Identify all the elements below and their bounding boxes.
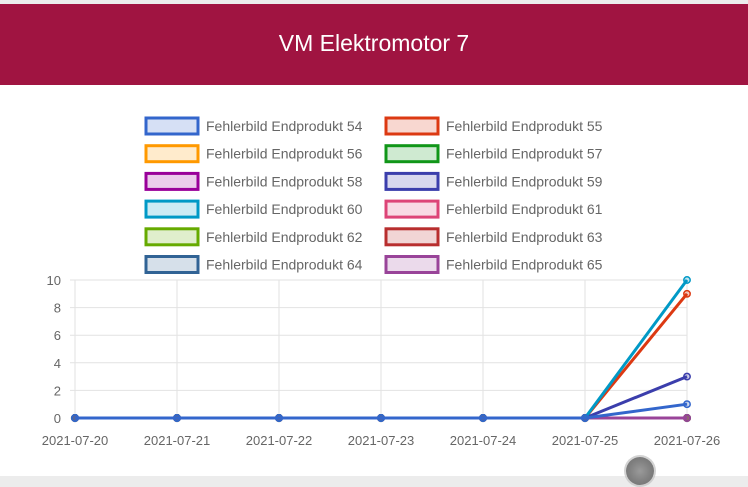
data-point xyxy=(581,414,589,422)
legend-item[interactable]: Fehlerbild Endprodukt 60 xyxy=(144,199,363,219)
y-tick-label: 0 xyxy=(54,411,61,426)
data-point xyxy=(275,414,283,422)
data-point xyxy=(683,289,691,298)
y-tick-label: 6 xyxy=(54,328,61,343)
data-point xyxy=(683,414,691,422)
data-point xyxy=(683,276,691,284)
y-tick-label: 4 xyxy=(54,356,61,371)
chart-axes: 0 2 4 6 8 10 2021-07-20 2021-07-21 2021-07-22 202… xyxy=(42,273,721,448)
data-point xyxy=(377,414,385,422)
chart-card: VM Elektromotor 7 xyxy=(0,4,748,476)
data-point xyxy=(683,372,691,381)
legend-swatch xyxy=(144,227,200,247)
x-tick-label: 2021-07-21 xyxy=(144,433,211,448)
y-tick-label: 2 xyxy=(54,383,61,398)
data-point xyxy=(71,414,79,422)
card-header: VM Elektromotor 7 xyxy=(0,4,748,85)
x-tick-label: 2021-07-26 xyxy=(654,433,721,448)
legend-swatch xyxy=(144,116,200,136)
legend-item[interactable]: Fehlerbild Endprodukt 55 xyxy=(384,116,603,136)
y-tick-label: 8 xyxy=(54,301,61,316)
legend-item[interactable]: Fehlerbild Endprodukt 61 xyxy=(384,199,603,219)
legend-item-label: Fehlerbild Endprodukt 64 xyxy=(206,257,363,273)
legend-swatch xyxy=(144,199,200,219)
legend-item[interactable]: Fehlerbild Endprodukt 65 xyxy=(384,255,603,274)
legend-swatch xyxy=(384,255,440,274)
data-point xyxy=(479,414,487,422)
legend-item[interactable]: Fehlerbild Endprodukt 56 xyxy=(144,144,363,164)
legend-item[interactable]: Fehlerbild Endprodukt 58 xyxy=(144,171,363,191)
legend-item-label: Fehlerbild Endprodukt 54 xyxy=(206,118,363,134)
legend-item-label: Fehlerbild Endprodukt 59 xyxy=(446,173,603,189)
scroll-handle[interactable] xyxy=(626,457,654,485)
legend-item-label: Fehlerbild Endprodukt 57 xyxy=(446,146,603,162)
legend-item[interactable]: Fehlerbild Endprodukt 57 xyxy=(384,144,603,164)
legend-item[interactable]: Fehlerbild Endprodukt 54 xyxy=(144,116,363,136)
legend-item-label: Fehlerbild Endprodukt 56 xyxy=(206,146,363,162)
legend-item[interactable]: Fehlerbild Endprodukt 62 xyxy=(144,227,363,247)
data-point xyxy=(683,400,691,409)
legend-item[interactable]: Fehlerbild Endprodukt 63 xyxy=(384,227,603,247)
legend-item-label: Fehlerbild Endprodukt 62 xyxy=(206,229,363,245)
legend-swatch xyxy=(384,144,440,164)
legend-item-label: Fehlerbild Endprodukt 55 xyxy=(446,118,603,134)
legend-item-label: Fehlerbild Endprodukt 63 xyxy=(446,229,603,245)
legend-swatch xyxy=(144,144,200,164)
legend-swatch xyxy=(144,255,200,274)
data-point xyxy=(173,414,181,422)
chart-legend[interactable]: Fehlerbild Endprodukt 54 Fehlerbild Endpr… xyxy=(144,116,603,274)
y-tick-label: 10 xyxy=(47,273,61,288)
legend-item-label: Fehlerbild Endprodukt 60 xyxy=(206,201,363,217)
legend-swatch xyxy=(384,227,440,247)
x-tick-label: 2021-07-25 xyxy=(552,433,619,448)
legend-item[interactable]: Fehlerbild Endprodukt 59 xyxy=(384,171,603,191)
legend-item-label: Fehlerbild Endprodukt 58 xyxy=(206,173,363,189)
legend-swatch xyxy=(384,116,440,136)
legend-swatch xyxy=(384,171,440,191)
x-tick-label: 2021-07-23 xyxy=(348,433,415,448)
x-tick-label: 2021-07-24 xyxy=(450,433,517,448)
legend-item[interactable]: Fehlerbild Endprodukt 64 xyxy=(144,255,363,274)
series-line xyxy=(71,400,691,422)
legend-item-label: Fehlerbild Endprodukt 61 xyxy=(446,201,603,217)
chart-series xyxy=(71,276,691,422)
card-title: VM Elektromotor 7 xyxy=(278,30,470,56)
x-tick-label: 2021-07-22 xyxy=(246,433,313,448)
legend-item-label: Fehlerbild Endprodukt 65 xyxy=(446,257,603,273)
page-bottom-strip xyxy=(0,476,748,487)
legend-swatch xyxy=(384,199,440,219)
chart-grid xyxy=(70,279,688,423)
x-tick-label: 2021-07-20 xyxy=(42,433,109,448)
legend-swatch xyxy=(144,171,200,191)
series-path xyxy=(75,402,688,420)
